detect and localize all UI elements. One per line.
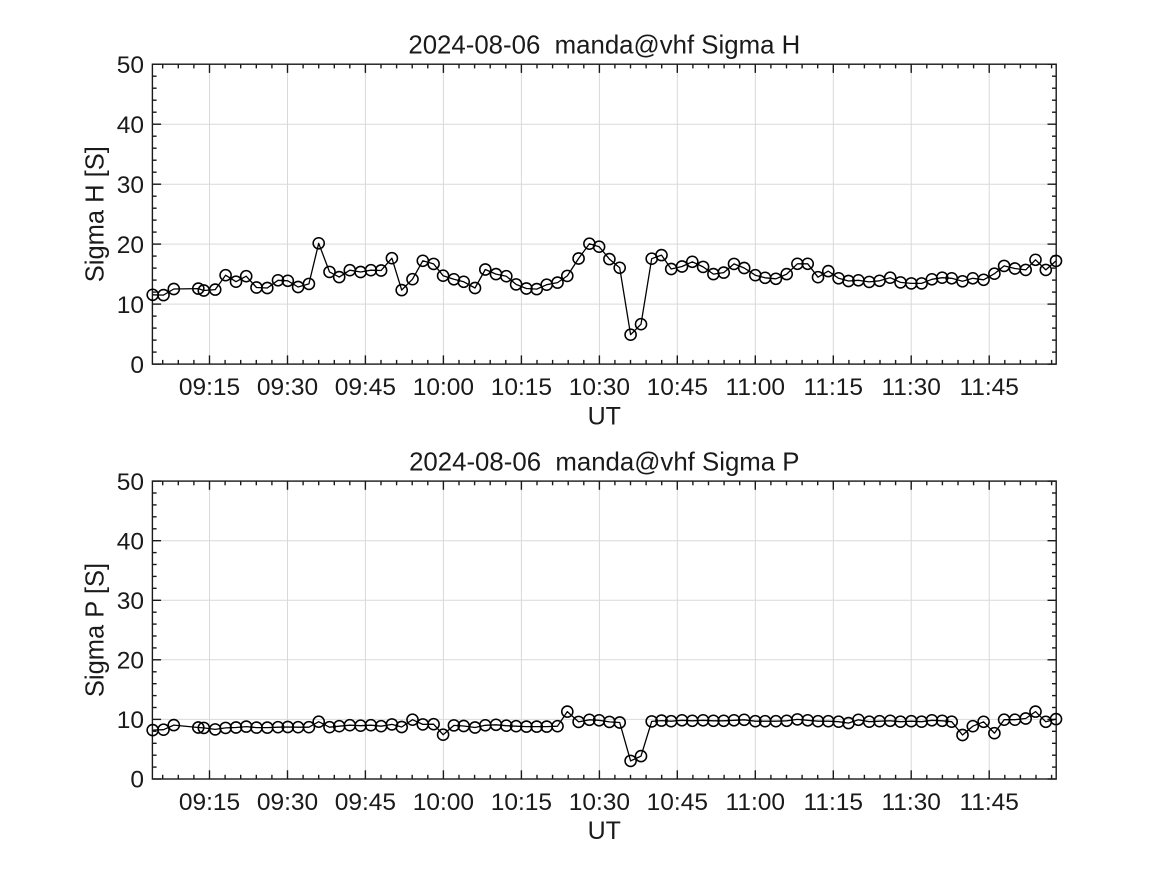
svg-text:09:45: 09:45 <box>335 789 396 816</box>
svg-text:10:30: 10:30 <box>569 789 630 816</box>
svg-text:10:00: 10:00 <box>413 374 474 401</box>
svg-text:40: 40 <box>117 528 144 555</box>
svg-text:2024-08-06 manda@vhf Sigma H: 2024-08-06 manda@vhf Sigma H <box>408 31 800 59</box>
svg-text:10:45: 10:45 <box>647 789 708 816</box>
svg-text:11:45: 11:45 <box>959 374 1019 401</box>
svg-text:50: 50 <box>117 52 144 79</box>
svg-text:0: 0 <box>130 767 144 794</box>
svg-text:11:30: 11:30 <box>881 789 941 816</box>
svg-text:UT: UT <box>588 403 621 431</box>
svg-text:11:30: 11:30 <box>881 374 941 401</box>
svg-text:09:15: 09:15 <box>179 789 240 816</box>
svg-text:Sigma H [S]: Sigma H [S] <box>82 146 110 282</box>
svg-text:11:15: 11:15 <box>804 789 864 816</box>
svg-text:40: 40 <box>117 112 144 139</box>
svg-text:09:30: 09:30 <box>257 374 318 401</box>
svg-text:10:30: 10:30 <box>569 374 630 401</box>
svg-text:UT: UT <box>588 817 621 845</box>
svg-text:11:00: 11:00 <box>726 789 786 816</box>
svg-text:10:15: 10:15 <box>491 374 552 401</box>
svg-text:50: 50 <box>117 469 144 496</box>
svg-text:09:30: 09:30 <box>257 789 318 816</box>
svg-text:2024-08-06 manda@vhf Sigma P: 2024-08-06 manda@vhf Sigma P <box>409 448 799 476</box>
svg-text:10:45: 10:45 <box>647 374 708 401</box>
svg-text:Sigma P [S]: Sigma P [S] <box>82 563 110 697</box>
svg-text:10: 10 <box>117 292 144 319</box>
svg-text:09:45: 09:45 <box>335 374 396 401</box>
svg-text:30: 30 <box>117 588 144 615</box>
svg-text:11:00: 11:00 <box>726 374 786 401</box>
svg-text:0: 0 <box>130 352 144 379</box>
svg-text:10:00: 10:00 <box>413 789 474 816</box>
svg-text:11:15: 11:15 <box>804 374 864 401</box>
svg-text:30: 30 <box>117 172 144 199</box>
svg-text:20: 20 <box>117 648 144 675</box>
svg-text:20: 20 <box>117 232 144 259</box>
svg-text:11:45: 11:45 <box>959 789 1019 816</box>
svg-text:10:15: 10:15 <box>491 789 552 816</box>
svg-text:10: 10 <box>117 707 144 734</box>
svg-text:09:15: 09:15 <box>179 374 240 401</box>
